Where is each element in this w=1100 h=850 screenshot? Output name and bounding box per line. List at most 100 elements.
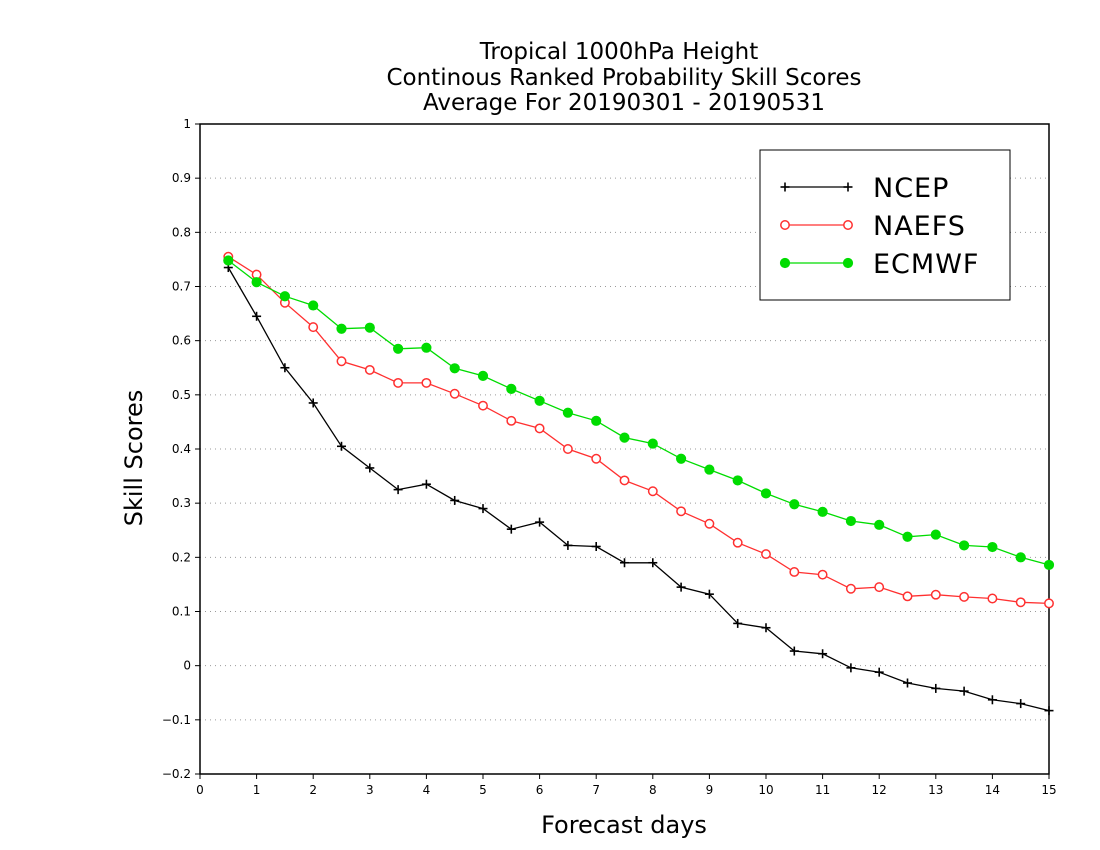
data-point-naefs: [902, 591, 913, 602]
data-point-ncep: [620, 558, 629, 568]
data-point-naefs: [449, 388, 460, 399]
data-point-ncep: [280, 363, 290, 373]
data-point-ncep: [733, 618, 743, 628]
data-point-naefs: [421, 377, 432, 388]
data-point-ecmwf: [647, 438, 658, 449]
x-axis-label: Forecast days: [541, 811, 707, 839]
legend-label-ecmwf: ECMWF: [873, 249, 979, 280]
data-point-ncep: [337, 441, 346, 451]
data-point-ecmwf: [789, 499, 800, 510]
data-point-ncep: [931, 683, 941, 693]
y-tick-label: 0.3: [172, 496, 191, 510]
y-tick-label: 0.8: [172, 225, 191, 239]
data-point-ecmwf: [308, 300, 319, 311]
legend: NCEP NAEFS ECMWF: [759, 149, 1011, 301]
data-point-ecmwf: [760, 488, 772, 499]
data-point-ecmwf: [902, 531, 913, 542]
data-point-ecmwf: [223, 255, 234, 266]
data-point-ncep: [959, 686, 969, 696]
data-point-naefs: [478, 400, 488, 411]
data-point-ecmwf: [619, 432, 630, 443]
series-line-naefs: [227, 256, 1050, 605]
y-tick-label: −0.1: [162, 713, 191, 727]
data-point-ecmwf: [279, 291, 290, 302]
data-point-naefs: [1015, 597, 1026, 608]
data-point-naefs: [619, 475, 630, 486]
x-tick-label: 10: [758, 783, 773, 797]
data-point-naefs: [534, 423, 545, 434]
data-point-ncep: [421, 479, 431, 489]
data-point-naefs: [789, 567, 800, 577]
data-point-naefs: [506, 415, 517, 426]
legend-marker-ncep: [780, 182, 790, 192]
data-point-ecmwf: [251, 277, 262, 288]
data-point-ecmwf: [336, 323, 347, 334]
data-point-naefs: [959, 591, 970, 602]
data-point-ncep: [846, 663, 856, 673]
data-point-ncep: [676, 582, 686, 592]
data-point-ecmwf: [562, 407, 574, 418]
data-point-ecmwf: [874, 519, 885, 530]
data-point-ecmwf: [1015, 552, 1026, 563]
legend-marker-ecmwf: [779, 257, 791, 269]
data-point-ncep: [506, 524, 516, 534]
data-point-ncep: [591, 542, 601, 551]
data-point-ncep: [393, 485, 403, 495]
data-point-naefs: [364, 364, 375, 375]
data-point-naefs: [761, 549, 771, 560]
x-tick-label: 7: [592, 783, 600, 797]
data-point-ncep: [648, 558, 658, 568]
data-point-ecmwf: [449, 363, 460, 374]
data-point-naefs: [591, 453, 602, 464]
y-tick-label: 0.5: [172, 388, 191, 402]
data-point-naefs: [817, 569, 828, 580]
data-point-naefs: [845, 583, 856, 594]
data-point-ecmwf: [676, 453, 687, 464]
data-point-ncep: [903, 678, 912, 688]
y-axis-label: Skill Scores: [120, 390, 148, 527]
data-point-ncep: [761, 623, 771, 633]
data-point-naefs: [930, 589, 941, 600]
y-tick-label: 1: [183, 117, 191, 131]
data-point-naefs: [308, 322, 319, 333]
data-point-naefs: [393, 377, 404, 388]
data-point-ncep: [704, 589, 714, 599]
y-tick-label: −0.2: [162, 767, 191, 781]
data-point-ncep: [450, 495, 460, 505]
data-point-ncep: [252, 311, 262, 321]
data-point-ecmwf: [364, 322, 375, 333]
data-point-ncep: [563, 540, 573, 550]
data-point-ncep: [789, 646, 799, 656]
data-point-ecmwf: [506, 383, 517, 394]
data-point-ecmwf: [817, 506, 828, 517]
data-point-ecmwf: [732, 475, 743, 486]
x-tick-label: 4: [423, 783, 431, 797]
data-point-ecmwf: [477, 370, 489, 381]
y-tick-label: 0.4: [172, 442, 191, 456]
series-line-ecmwf: [227, 259, 1050, 566]
data-point-naefs: [336, 356, 347, 367]
data-point-ecmwf: [534, 395, 545, 406]
data-point-ecmwf: [704, 464, 715, 475]
legend-label-naefs: NAEFS: [873, 211, 966, 242]
data-point-naefs: [874, 582, 885, 593]
x-tick-label: 0: [196, 783, 204, 797]
legend-label-ncep: NCEP: [873, 173, 949, 204]
data-point-ncep: [818, 649, 828, 659]
x-tick-label: 5: [479, 783, 487, 797]
x-tick-label: 3: [366, 783, 374, 797]
axis-ticks: −0.2−0.100.10.20.30.40.50.60.70.80.910 1 2…: [162, 117, 1057, 797]
legend-marker-naefs: [780, 220, 790, 230]
x-tick-label: 14: [985, 783, 1000, 797]
chart-title-line-2: Continous Ranked Probability Skill Score…: [386, 65, 861, 91]
data-point-ncep: [987, 695, 997, 705]
data-point-ncep: [1016, 699, 1026, 709]
data-point-ecmwf: [959, 540, 970, 551]
data-point-naefs: [987, 593, 998, 604]
data-point-ncep: [365, 463, 375, 473]
data-point-ncep: [308, 398, 318, 408]
x-tick-label: 1: [253, 783, 261, 797]
legend-marker-ncep: [843, 182, 853, 192]
legend-marker-naefs: [843, 220, 853, 230]
data-point-naefs: [647, 486, 658, 497]
